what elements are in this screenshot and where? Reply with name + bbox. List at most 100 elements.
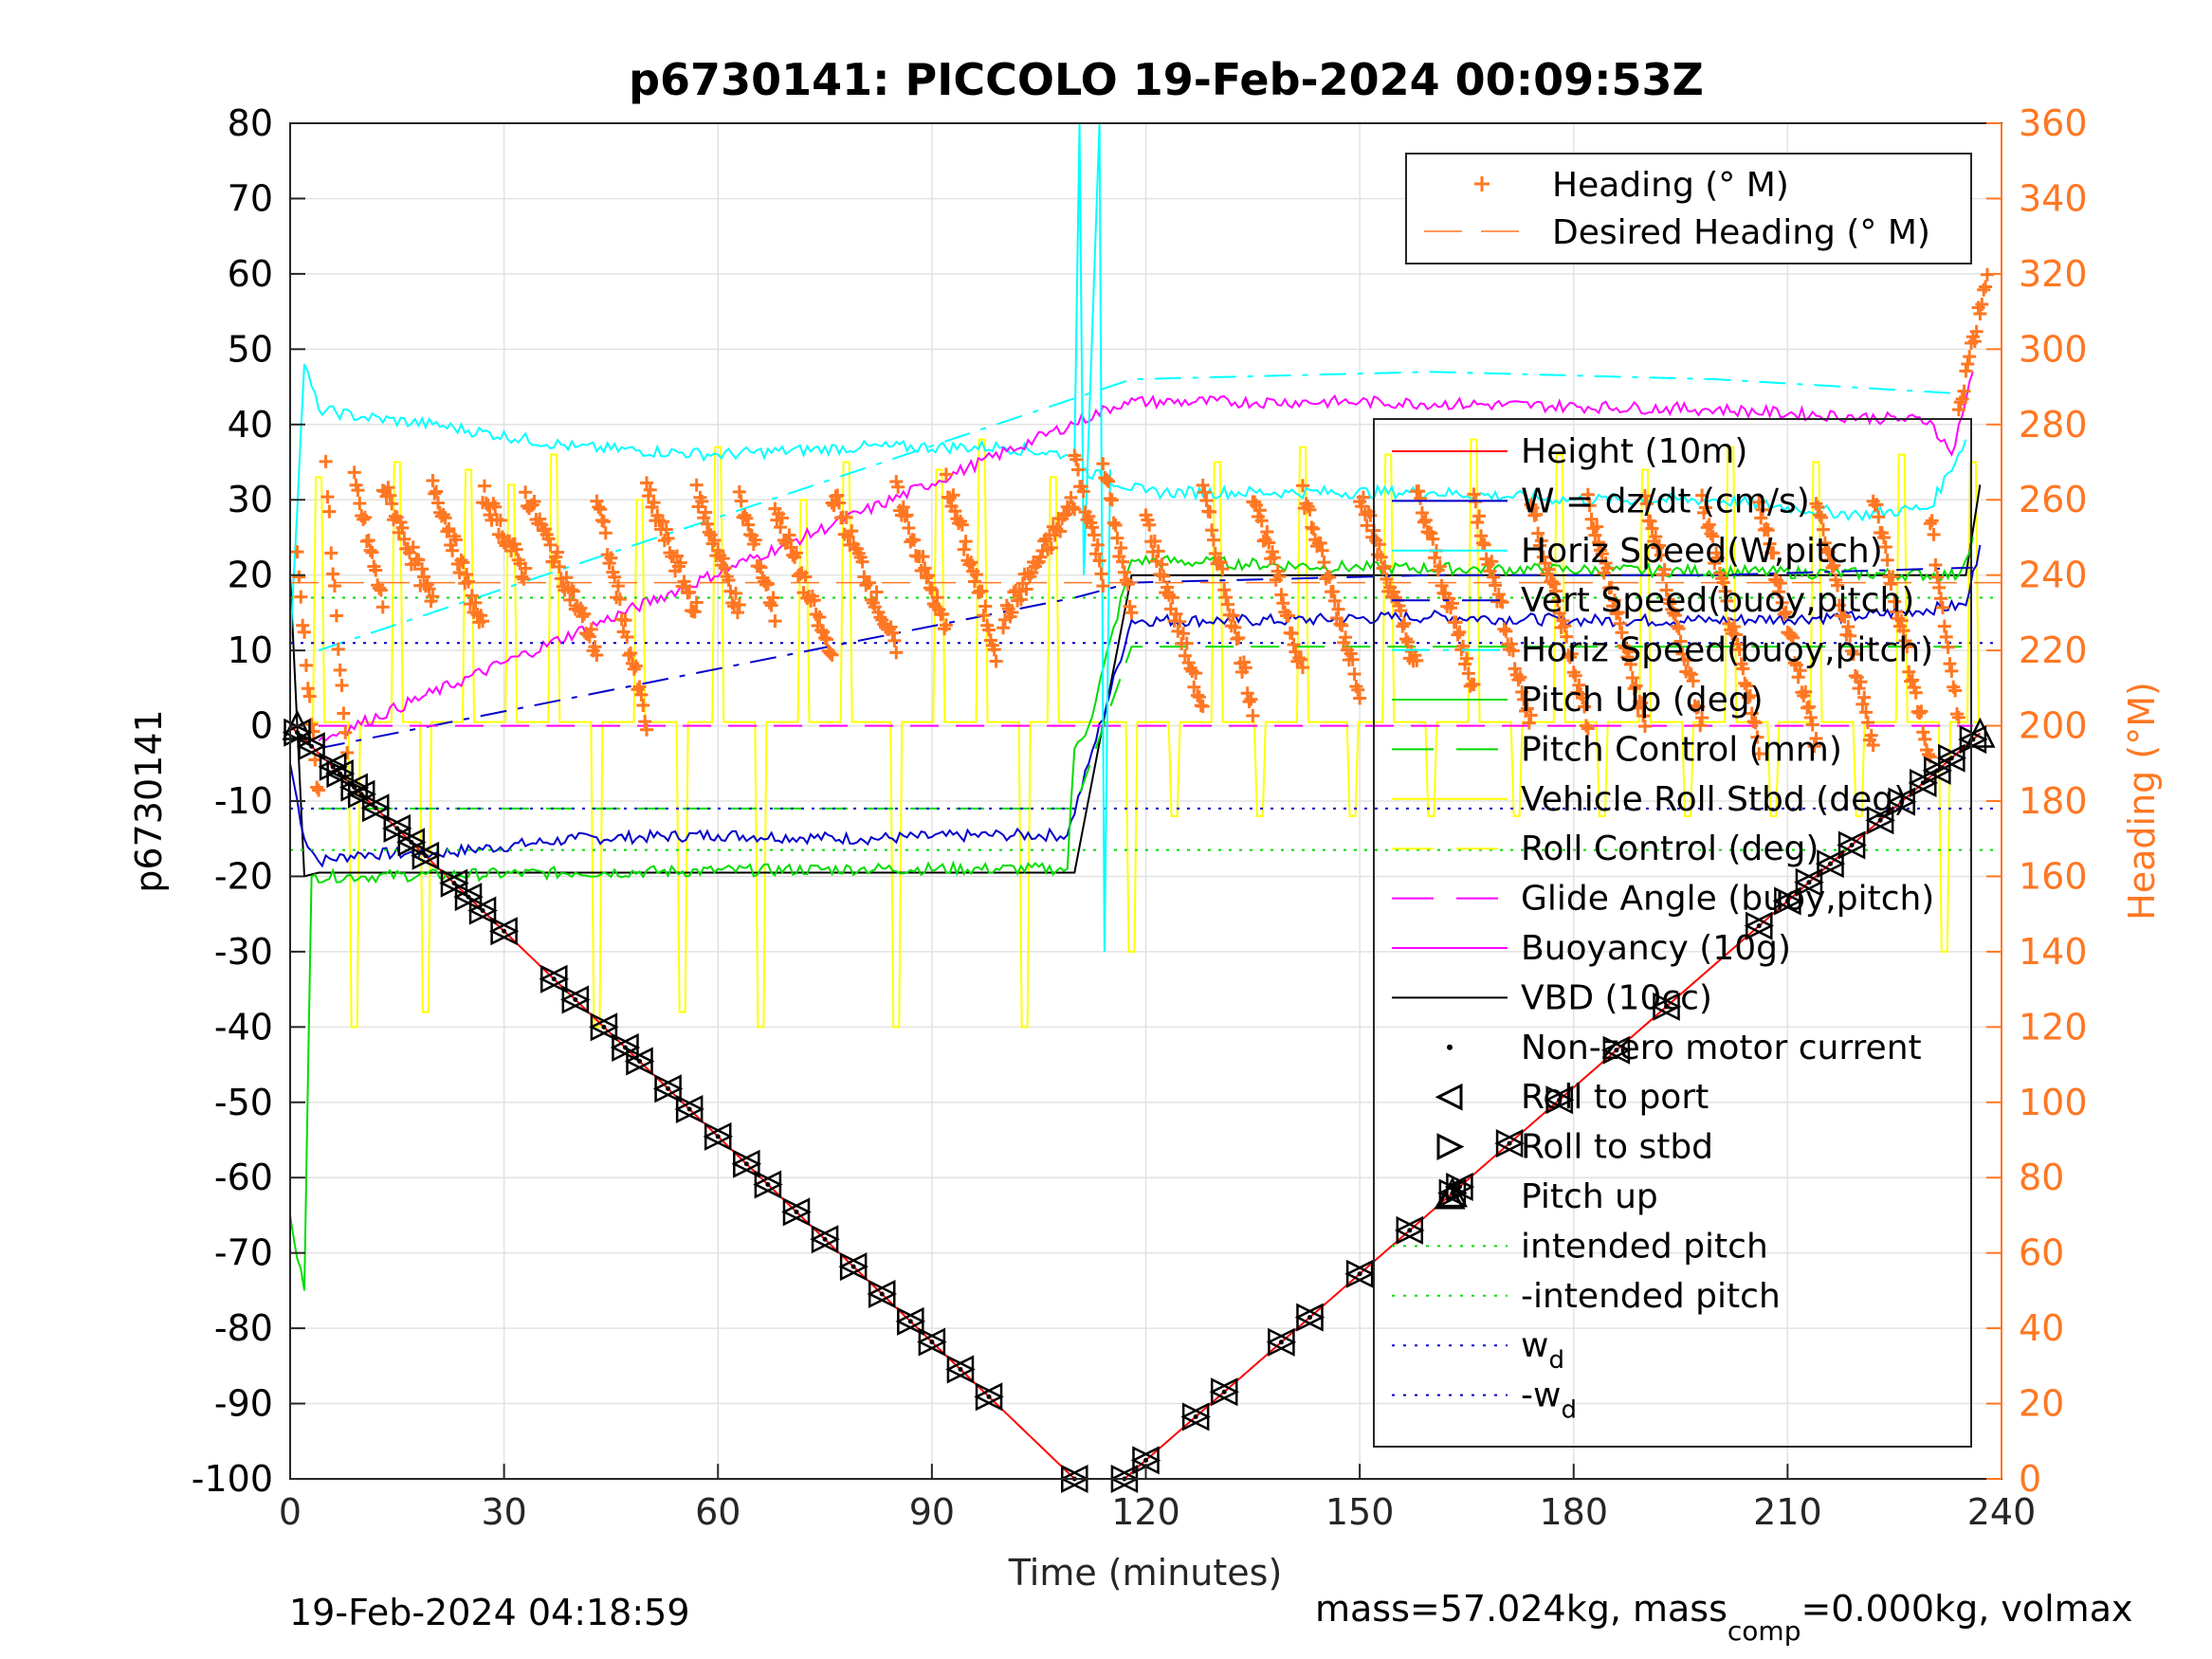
heading-point <box>331 642 345 656</box>
roll-to-stbd-marker <box>1345 1259 1375 1288</box>
heading-point <box>608 570 622 584</box>
motor-current-dot <box>1806 880 1812 885</box>
heading-point <box>1604 580 1618 594</box>
heading-point <box>1295 661 1309 675</box>
heading-point <box>1517 692 1531 706</box>
legend-symbol-roll-stbd <box>1436 1133 1465 1161</box>
heading-point <box>462 574 476 589</box>
heading-point <box>969 568 983 582</box>
heading-point <box>1147 534 1161 548</box>
heading-point <box>1114 541 1128 556</box>
heading-point <box>1801 700 1816 714</box>
y2-tick-label: 280 <box>2019 404 2088 446</box>
heading-point <box>1076 484 1090 499</box>
heading-point <box>1943 657 1957 671</box>
heading-point <box>1066 501 1080 515</box>
x-tick-label: 0 <box>279 1491 302 1533</box>
heading-point <box>290 545 304 559</box>
heading-point <box>891 480 905 494</box>
heading-point <box>699 505 713 520</box>
x-tick-label: 30 <box>481 1491 526 1533</box>
heading-point <box>798 570 813 584</box>
y2-tick-label: 0 <box>2019 1458 2041 1500</box>
y-tick-label: -100 <box>192 1458 273 1500</box>
legend-label: Vert Speed(buoy,pitch) <box>1521 581 1914 620</box>
heading-point <box>962 557 977 572</box>
y-tick-label: -10 <box>214 780 273 822</box>
heading-point <box>1033 550 1048 564</box>
heading-point <box>1912 706 1927 720</box>
heading-point <box>411 553 426 567</box>
roll-to-stbd-marker <box>1210 1377 1240 1407</box>
heading-point <box>1513 670 1527 684</box>
heading-point <box>1600 561 1615 575</box>
heading-point <box>566 584 580 598</box>
heading-point <box>1417 515 1431 529</box>
y-tick-label: -40 <box>214 1006 273 1048</box>
heading-point <box>1727 619 1741 633</box>
legend-label: Glide Angle (buoy,pitch) <box>1521 880 1934 919</box>
motor-current-dot <box>1877 817 1883 823</box>
roll-to-stbd-marker <box>782 1197 812 1227</box>
heading-point <box>456 556 470 570</box>
heading-point <box>385 497 399 511</box>
heading-point <box>873 611 887 625</box>
heading-point <box>689 595 704 610</box>
heading-point <box>1497 622 1511 636</box>
heading-point <box>552 559 566 574</box>
legend-label: Vehicle Roll Stbd (deg) <box>1521 780 1907 819</box>
roll-to-stbd-marker <box>975 1382 1004 1412</box>
heading-point <box>1653 538 1666 553</box>
x-tick-label: 180 <box>1539 1491 1608 1533</box>
heading-point <box>324 546 338 560</box>
heading-point <box>438 511 452 525</box>
y2-tick-label: 260 <box>2019 479 2088 520</box>
heading-point <box>863 575 877 590</box>
heading-point <box>426 474 440 488</box>
y2-tick-label: 140 <box>2019 931 2088 973</box>
motor-current-dot <box>373 805 378 811</box>
heading-point <box>996 621 1011 635</box>
heading-point <box>1123 599 1137 613</box>
heading-point <box>775 511 789 525</box>
x-axis: 0 30 60 90 120 150 180 210 240 <box>279 1464 2036 1533</box>
heading-point <box>1932 580 1947 594</box>
heading-point <box>440 524 454 538</box>
heading-point <box>989 654 1003 668</box>
heading-point <box>1866 738 1880 753</box>
motor-current-dot <box>1614 1048 1619 1053</box>
heading-point <box>819 632 833 647</box>
heading-point <box>1515 684 1529 699</box>
legend-heading-box <box>1405 153 1972 264</box>
heading-point <box>939 618 953 632</box>
heading-point <box>1809 731 1823 745</box>
heading-point <box>1779 605 1793 619</box>
heading-point <box>381 481 395 495</box>
legend-label: Pitch Up (deg) <box>1521 681 1764 720</box>
heading-point <box>563 592 577 607</box>
heading-point <box>1637 720 1652 734</box>
heading-point <box>1745 706 1759 720</box>
heading-point <box>1499 624 1513 638</box>
heading-point <box>299 658 313 672</box>
roll-to-stbd-marker <box>1866 806 1895 835</box>
motor-current-dot <box>1221 1389 1227 1395</box>
heading-point <box>1217 583 1232 597</box>
legend-label-base: -w <box>1521 1376 1561 1415</box>
heading-point <box>1872 510 1886 524</box>
heading-point <box>1511 673 1526 687</box>
heading-point <box>1522 716 1536 730</box>
heading-point <box>1846 647 1860 661</box>
roll-to-stbd-marker <box>839 1252 868 1282</box>
legend-label: Non-zero motor current <box>1521 1029 1922 1067</box>
series-line <box>289 363 1069 651</box>
heading-point <box>1189 666 1203 681</box>
heading-point <box>1552 606 1566 620</box>
heading-point <box>446 543 460 557</box>
heading-point <box>647 496 661 510</box>
heading-point <box>1805 718 1819 732</box>
heading-point <box>611 579 625 593</box>
heading-point <box>460 567 474 581</box>
heading-point <box>527 494 541 508</box>
heading-point <box>1295 479 1309 493</box>
